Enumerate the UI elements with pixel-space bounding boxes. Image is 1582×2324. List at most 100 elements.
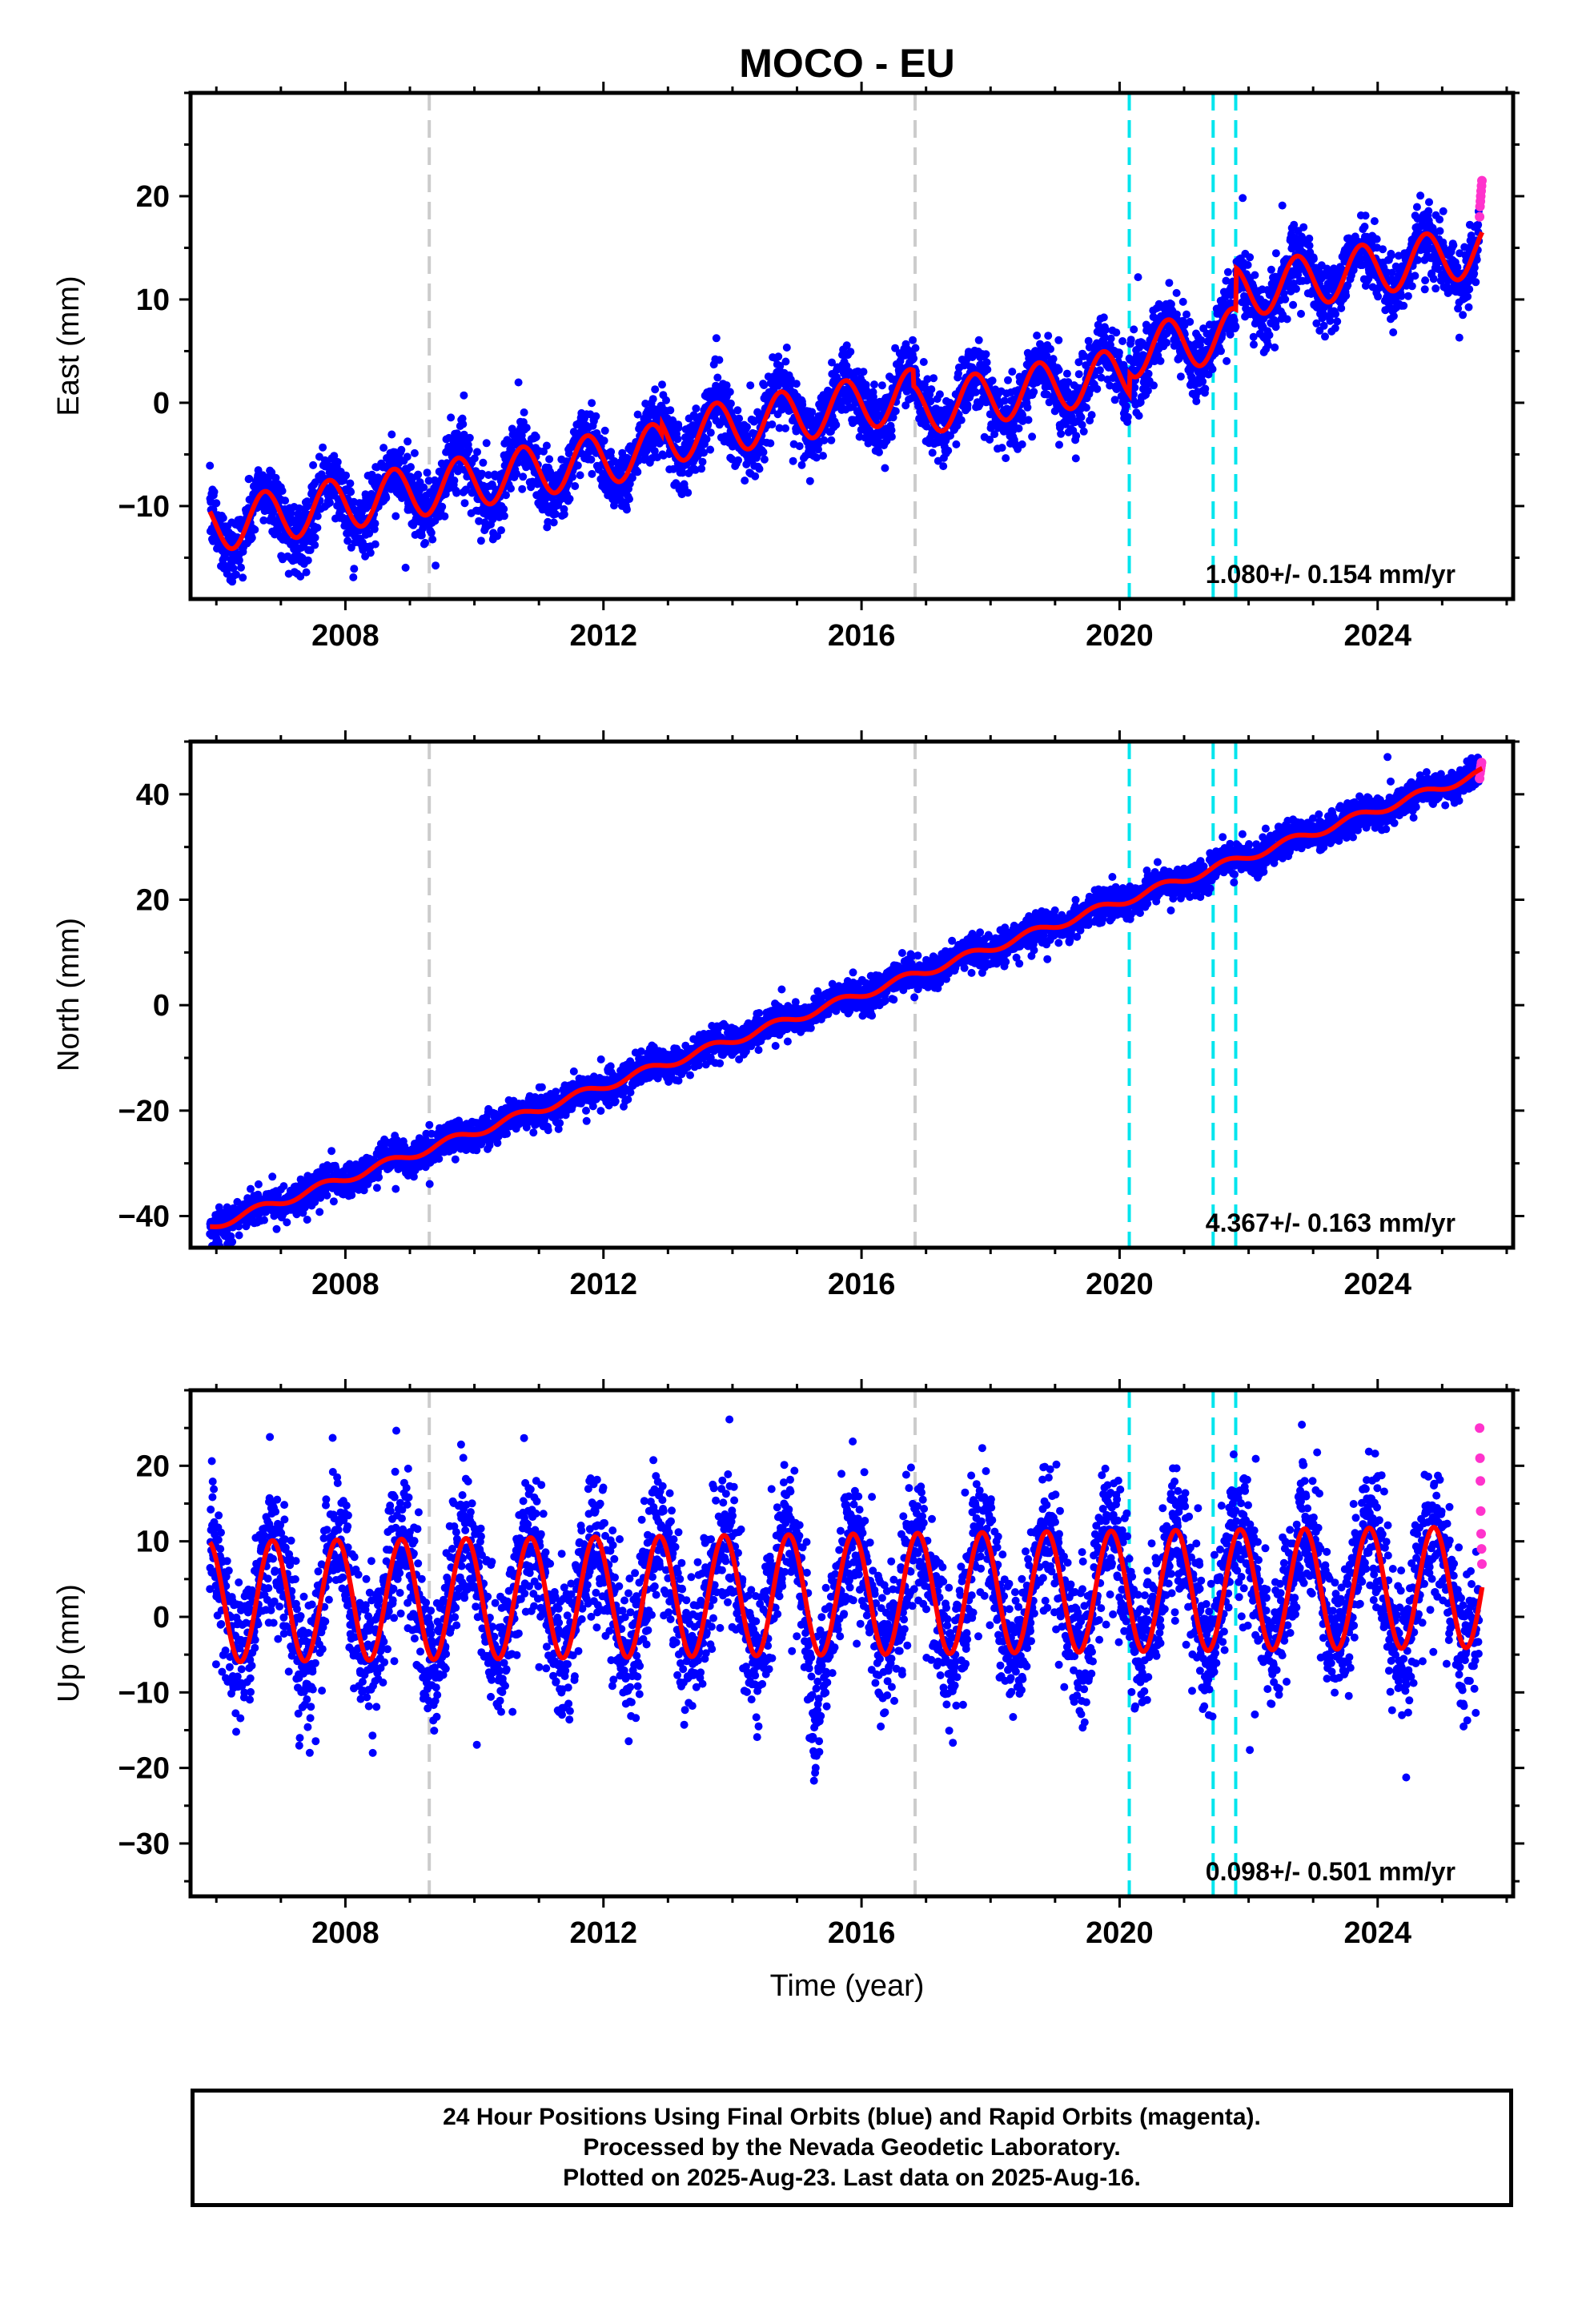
data-point <box>669 464 678 473</box>
data-point <box>281 497 290 505</box>
data-point <box>1421 276 1430 285</box>
data-point <box>1434 265 1443 273</box>
data-point <box>367 470 376 479</box>
data-point <box>1078 420 1086 429</box>
data-point <box>251 525 259 534</box>
data-point <box>734 456 742 464</box>
data-point <box>371 540 379 549</box>
data-point <box>1424 207 1433 215</box>
data-point <box>797 460 806 469</box>
data-point <box>1429 275 1438 283</box>
data-point <box>573 461 582 470</box>
data-point <box>706 428 715 437</box>
data-point <box>568 472 576 481</box>
data-point <box>1439 207 1447 215</box>
data-point <box>210 488 219 497</box>
data-point <box>1250 340 1258 349</box>
data-point <box>684 489 693 497</box>
data-point <box>417 531 426 540</box>
data-point <box>576 471 584 480</box>
data-point <box>245 474 254 483</box>
data-point <box>1080 352 1089 360</box>
data-point <box>349 573 358 581</box>
y-axis-label: East (mm) <box>52 275 86 416</box>
data-point <box>1084 336 1093 345</box>
data-point <box>513 458 522 467</box>
data-point <box>259 516 268 525</box>
data-point <box>414 470 423 479</box>
data-point <box>1420 285 1429 294</box>
data-point <box>1126 336 1135 344</box>
data-point <box>1331 310 1340 318</box>
data-point <box>715 356 724 364</box>
data-point <box>923 375 932 384</box>
data-point <box>887 426 896 435</box>
data-point <box>1100 332 1109 341</box>
data-point <box>427 529 436 537</box>
data-point <box>315 1208 324 1216</box>
data-point <box>712 334 721 343</box>
data-point <box>774 352 783 361</box>
data-point <box>1118 337 1127 345</box>
data-point <box>1387 268 1396 277</box>
data-point <box>313 512 322 521</box>
data-point <box>309 460 318 469</box>
data-point <box>260 1216 268 1224</box>
data-point <box>706 445 715 454</box>
data-point <box>971 388 980 396</box>
data-point <box>930 374 938 383</box>
rapid-data-point <box>1475 211 1485 222</box>
data-point <box>1156 356 1165 365</box>
data-point <box>1265 331 1274 340</box>
data-point <box>1055 440 1063 449</box>
final-orbit-points <box>206 753 1484 1248</box>
plot-area <box>206 742 1487 1248</box>
data-point <box>1283 315 1291 324</box>
data-point <box>476 537 485 545</box>
data-point <box>760 455 769 464</box>
data-point <box>987 422 996 431</box>
data-point <box>781 357 790 366</box>
data-point <box>781 424 789 432</box>
data-point <box>1087 411 1096 420</box>
data-point <box>1165 279 1174 287</box>
data-point <box>502 491 510 500</box>
data-point <box>387 430 396 439</box>
data-point <box>1123 412 1132 421</box>
data-point <box>1217 347 1225 356</box>
data-point <box>600 436 608 445</box>
data-point <box>1143 386 1152 395</box>
data-point <box>1086 385 1094 394</box>
data-point <box>1134 273 1142 282</box>
data-point <box>1403 292 1412 300</box>
data-point <box>1281 295 1290 304</box>
data-point <box>464 445 473 454</box>
data-point <box>1399 301 1408 310</box>
data-point <box>1412 203 1421 211</box>
data-point <box>438 502 447 511</box>
data-point <box>1289 300 1298 309</box>
data-point <box>450 476 459 485</box>
data-point <box>343 537 352 545</box>
data-point <box>1054 336 1063 344</box>
data-point <box>313 524 322 532</box>
data-point <box>522 424 531 432</box>
data-point <box>268 1172 277 1181</box>
data-point <box>1062 369 1071 378</box>
data-point <box>911 344 920 352</box>
data-point <box>775 424 784 432</box>
data-point <box>1176 372 1185 381</box>
data-point <box>692 404 701 413</box>
data-point <box>588 399 596 408</box>
data-point <box>650 447 659 456</box>
data-point <box>697 464 706 473</box>
data-point <box>347 488 355 497</box>
data-point <box>628 473 636 482</box>
data-point <box>735 414 744 423</box>
final-orbit-points <box>206 191 1484 586</box>
data-point <box>828 358 836 367</box>
data-point <box>1292 284 1300 293</box>
data-point <box>928 448 937 457</box>
data-point <box>1110 396 1119 404</box>
data-point <box>600 426 609 435</box>
